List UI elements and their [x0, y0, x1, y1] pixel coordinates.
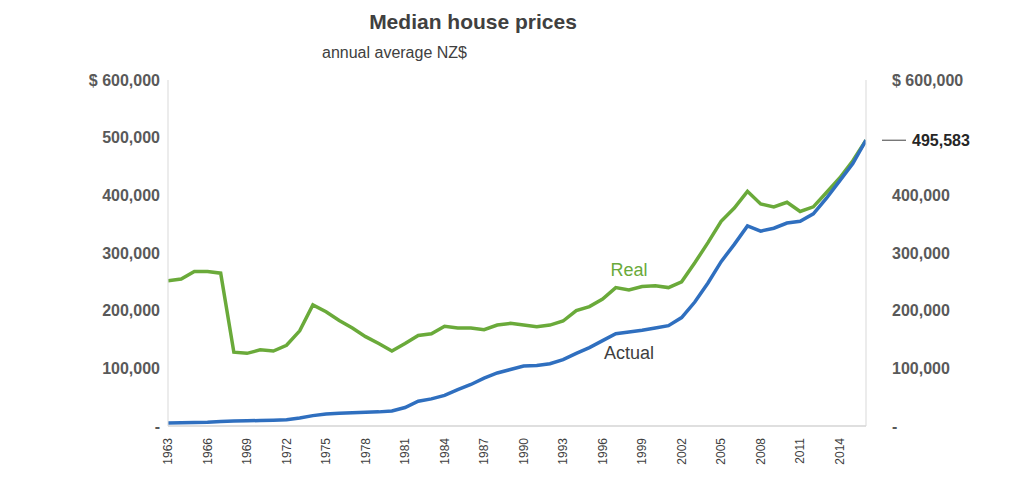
svg-text:1990: 1990 — [517, 438, 531, 465]
svg-text:-: - — [892, 418, 897, 435]
svg-text:1966: 1966 — [201, 438, 215, 465]
svg-text:2014: 2014 — [833, 438, 847, 465]
svg-text:1993: 1993 — [556, 438, 570, 465]
svg-text:1996: 1996 — [596, 438, 610, 465]
svg-text:-: - — [155, 418, 160, 435]
svg-text:1987: 1987 — [477, 438, 491, 465]
svg-text:$ 600,000: $ 600,000 — [892, 72, 963, 89]
svg-text:2011: 2011 — [793, 438, 807, 464]
svg-text:100,000: 100,000 — [892, 360, 950, 377]
svg-text:495,583: 495,583 — [912, 132, 970, 149]
svg-text:$ 600,000: $ 600,000 — [89, 72, 160, 89]
svg-text:1978: 1978 — [359, 438, 373, 465]
svg-text:1972: 1972 — [280, 438, 294, 465]
html-text:annual average NZ$: annual average NZ$ — [322, 44, 467, 61]
svg-text:1981: 1981 — [398, 438, 412, 465]
svg-text:500,000: 500,000 — [102, 129, 160, 146]
svg-text:1975: 1975 — [319, 438, 333, 465]
svg-text:400,000: 400,000 — [892, 187, 950, 204]
svg-text:2008: 2008 — [754, 438, 768, 465]
svg-text:200,000: 200,000 — [102, 302, 160, 319]
html-text:Median house prices: Median house prices — [369, 10, 577, 33]
svg-text:2005: 2005 — [714, 438, 728, 465]
svg-text:300,000: 300,000 — [892, 245, 950, 262]
svg-text:400,000: 400,000 — [102, 187, 160, 204]
svg-text:100,000: 100,000 — [102, 360, 160, 377]
svg-text:200,000: 200,000 — [892, 302, 950, 319]
svg-text:Actual: Actual — [604, 343, 654, 363]
svg-text:300,000: 300,000 — [102, 245, 160, 262]
svg-text:2002: 2002 — [675, 438, 689, 465]
svg-text:1999: 1999 — [635, 438, 649, 465]
svg-text:1963: 1963 — [161, 438, 175, 465]
svg-text:1984: 1984 — [438, 438, 452, 465]
svg-text:Real: Real — [610, 260, 647, 280]
svg-text:1969: 1969 — [240, 438, 254, 465]
